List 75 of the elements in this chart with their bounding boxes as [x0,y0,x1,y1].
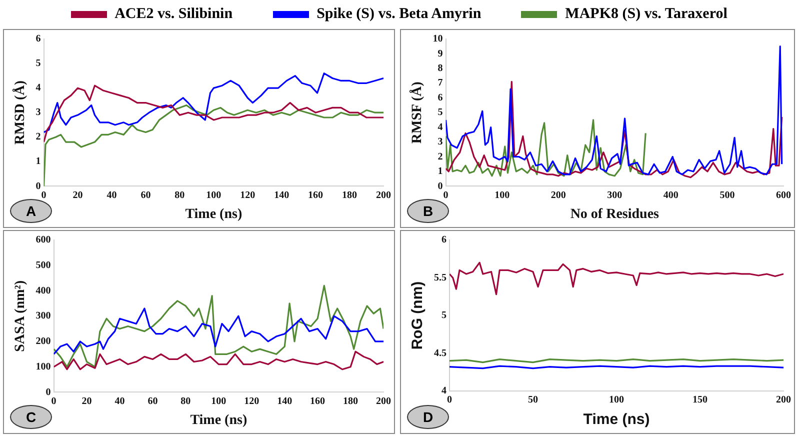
y-tick-label: 4.5 [434,348,446,359]
x-tick-label: 150 [692,394,708,406]
text: C [10,405,52,429]
y-tick-label: 0 [438,180,443,192]
text: D [407,405,449,429]
y-tick-label: 7 [438,78,443,89]
y-tick-label: 600 [36,234,51,246]
y-tick-label: 8 [438,63,443,74]
legend-label: ACE2 vs. Silibinin [114,6,233,22]
y-tick-label: 5 [438,107,443,118]
y-tick-label: 4 [442,386,446,397]
y-tick-label: 0 [46,386,51,398]
y-tick-label: 100 [36,361,51,372]
x-tick-label: 180 [342,190,358,201]
y-axis-title: SASA (nm²) [13,280,28,352]
y-tick-label: 4 [36,82,41,94]
y-tick-label: 400 [36,285,51,296]
y-tick-label: 200 [36,336,51,348]
x-tick-label: 180 [343,396,358,407]
x-axis-title: No of Residues [570,207,660,222]
x-tick-label: 60 [140,190,151,201]
x-tick-label: 100 [206,190,222,201]
x-tick-label: 200 [376,396,391,407]
y-tick-label: 6 [36,34,41,45]
y-tick-label: 1 [438,166,443,178]
y-axis-title: RMSF (Å) [409,81,426,144]
x-tick-label: 200 [376,190,391,201]
x-tick-label: 100 [494,190,510,201]
x-tick-label: 40 [114,396,125,407]
y-tick-label: 2 [438,151,443,162]
y-tick-label: 1 [36,156,41,168]
legend-label: MAPK8 (S) vs. Taraxerol [565,6,728,22]
y-tick-label: 6 [442,234,446,246]
x-tick-label: 100 [609,394,624,406]
x-tick-label: 300 [607,190,622,201]
x-tick-label: 20 [72,190,83,201]
y-tick-label: 3 [438,136,443,148]
y-tick-label: 0 [36,180,41,192]
y-tick-label: 5 [36,58,41,70]
x-tick-label: 500 [720,190,735,201]
x-tick-label: 200 [550,190,566,201]
y-tick-label: 5.5 [434,272,446,284]
x-tick-label: 80 [174,190,185,201]
x-tick-label: 400 [663,190,678,201]
y-tick-label: 10 [432,34,443,45]
text: B [407,199,449,223]
x-tick-label: 160 [308,190,324,201]
x-axis-title: Time (ns) [185,207,242,222]
y-tick-label: 6 [438,92,443,104]
x-tick-label: 120 [240,190,256,201]
x-tick-label: 60 [148,396,158,407]
legend-label: Spike (S) vs. Beta Amyrin [316,6,482,22]
x-tick-label: 100 [211,396,226,407]
x-tick-label: 120 [244,396,260,407]
x-tick-label: 20 [82,396,92,407]
x-tick-label: 40 [106,190,117,201]
x-tick-label: 200 [776,394,791,406]
y-tick-label: 9 [438,48,443,60]
x-tick-label: 50 [528,394,538,406]
x-axis-title: Time (ns) [190,413,248,428]
x-tick-label: 80 [180,396,191,407]
x-tick-label: 600 [776,190,791,201]
x-axis-title: Time (ns) [583,411,650,428]
y-tick-label: 5 [442,310,446,322]
y-axis-title: RoG (nm) [409,281,426,350]
text: A [10,199,52,223]
y-tick-label: 300 [36,310,51,322]
x-tick-label: 140 [274,190,290,201]
y-tick-label: 500 [36,260,51,271]
y-tick-label: 4 [438,122,443,133]
x-tick-label: 140 [277,396,292,407]
y-tick-label: 2 [36,132,41,143]
y-tick-label: 3 [36,107,41,118]
x-tick-label: 160 [310,396,326,407]
y-axis-title: RMSD (Å) [12,80,28,145]
